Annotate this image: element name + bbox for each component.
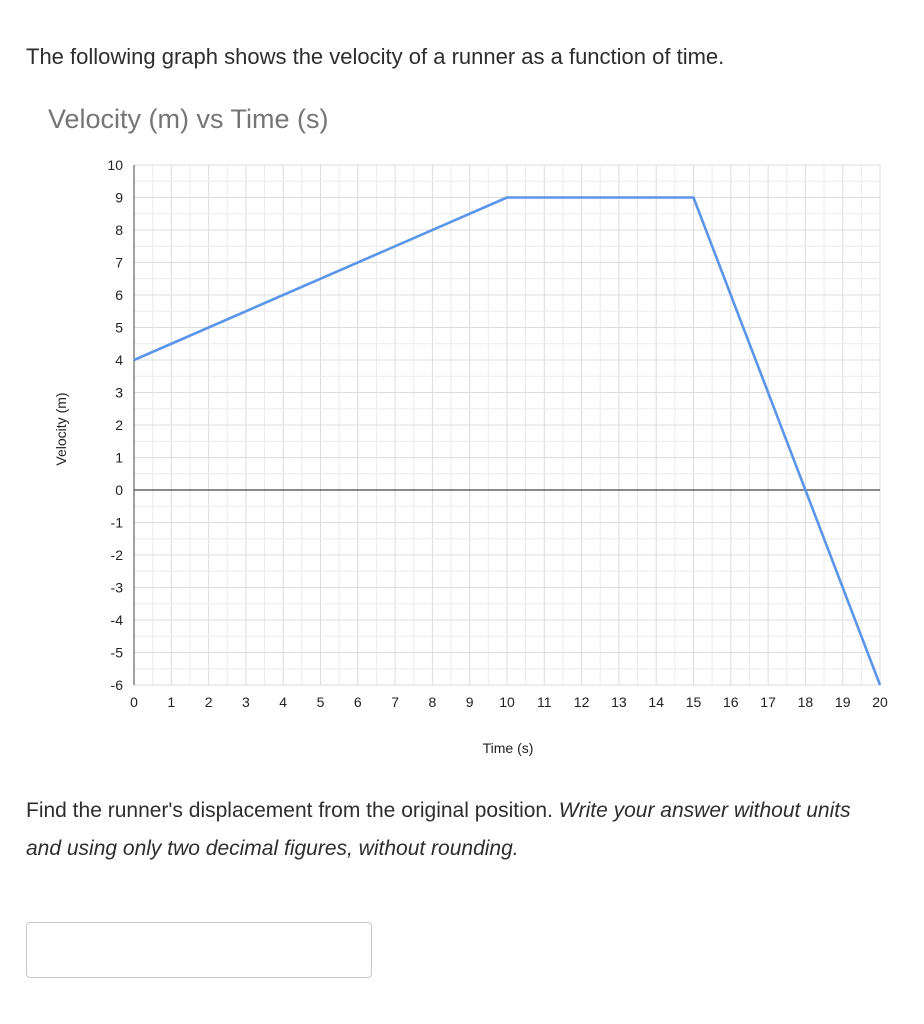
x-tick-label: 18 (798, 694, 814, 710)
y-tick-label: -3 (111, 580, 124, 596)
intro-text: The following graph shows the velocity o… (26, 44, 725, 69)
x-tick-label: 4 (279, 694, 287, 710)
y-tick-label: 8 (115, 222, 123, 238)
x-tick-label: 6 (354, 694, 362, 710)
velocity-time-chart: Velocity (m) vs Time (s) 109876543210-1-… (48, 104, 888, 756)
x-tick-label: 14 (648, 694, 664, 710)
x-tick-label: 7 (391, 694, 399, 710)
y-axis-label: Velocity (m) (53, 392, 69, 465)
x-tick-label: 10 (499, 694, 515, 710)
x-tick-label: 0 (130, 694, 138, 710)
question-plain: Find the runner's displacement from the … (26, 799, 559, 822)
y-tick-label: -4 (111, 612, 124, 628)
x-tick-label: 20 (872, 694, 888, 710)
x-tick-label: 12 (574, 694, 590, 710)
y-tick-label: 6 (115, 287, 123, 303)
question-instructions: Write your answer without units and usin… (26, 799, 851, 860)
question-text: Find the runner's displacement from the … (26, 792, 886, 868)
chart-grid (133, 164, 881, 686)
y-tick-label: -1 (111, 515, 124, 531)
x-tick-label: 3 (242, 694, 250, 710)
series-line (133, 196, 882, 686)
y-tick-label: 0 (115, 482, 123, 498)
x-tick-label: 5 (317, 694, 325, 710)
x-tick-label: 16 (723, 694, 739, 710)
y-tick-label: 4 (115, 352, 123, 368)
x-tick-label: 9 (466, 694, 474, 710)
velocity-series (133, 196, 882, 686)
y-tick-label: 10 (107, 157, 123, 173)
x-tick-label: 19 (835, 694, 851, 710)
y-tick-label: -6 (111, 677, 124, 693)
answer-input[interactable] (26, 922, 372, 978)
x-axis-label: Time (s) (483, 740, 534, 756)
x-tick-label: 13 (611, 694, 627, 710)
y-tick-label: -5 (111, 645, 124, 661)
x-tick-label: 17 (760, 694, 776, 710)
y-tick-label: -2 (111, 547, 124, 563)
y-tick-label: 7 (115, 255, 123, 271)
y-tick-label: 2 (115, 417, 123, 433)
x-tick-labels: 0 1 2 3 4 5 6 7 8 9 10 11 12 13 14 15 16 17 18 19 20 (130, 694, 888, 710)
y-tick-label: 1 (115, 450, 123, 466)
x-tick-label: 15 (686, 694, 702, 710)
x-tick-label: 11 (537, 694, 552, 710)
x-tick-label: 1 (167, 694, 175, 710)
chart-title: Velocity (m) vs Time (s) (48, 104, 329, 134)
y-tick-label: 5 (115, 320, 123, 336)
x-tick-label: 2 (205, 694, 213, 710)
zero-axis (133, 165, 880, 685)
y-tick-label: 9 (115, 190, 123, 206)
x-tick-label: 8 (429, 694, 437, 710)
y-tick-label: 3 (115, 385, 123, 401)
